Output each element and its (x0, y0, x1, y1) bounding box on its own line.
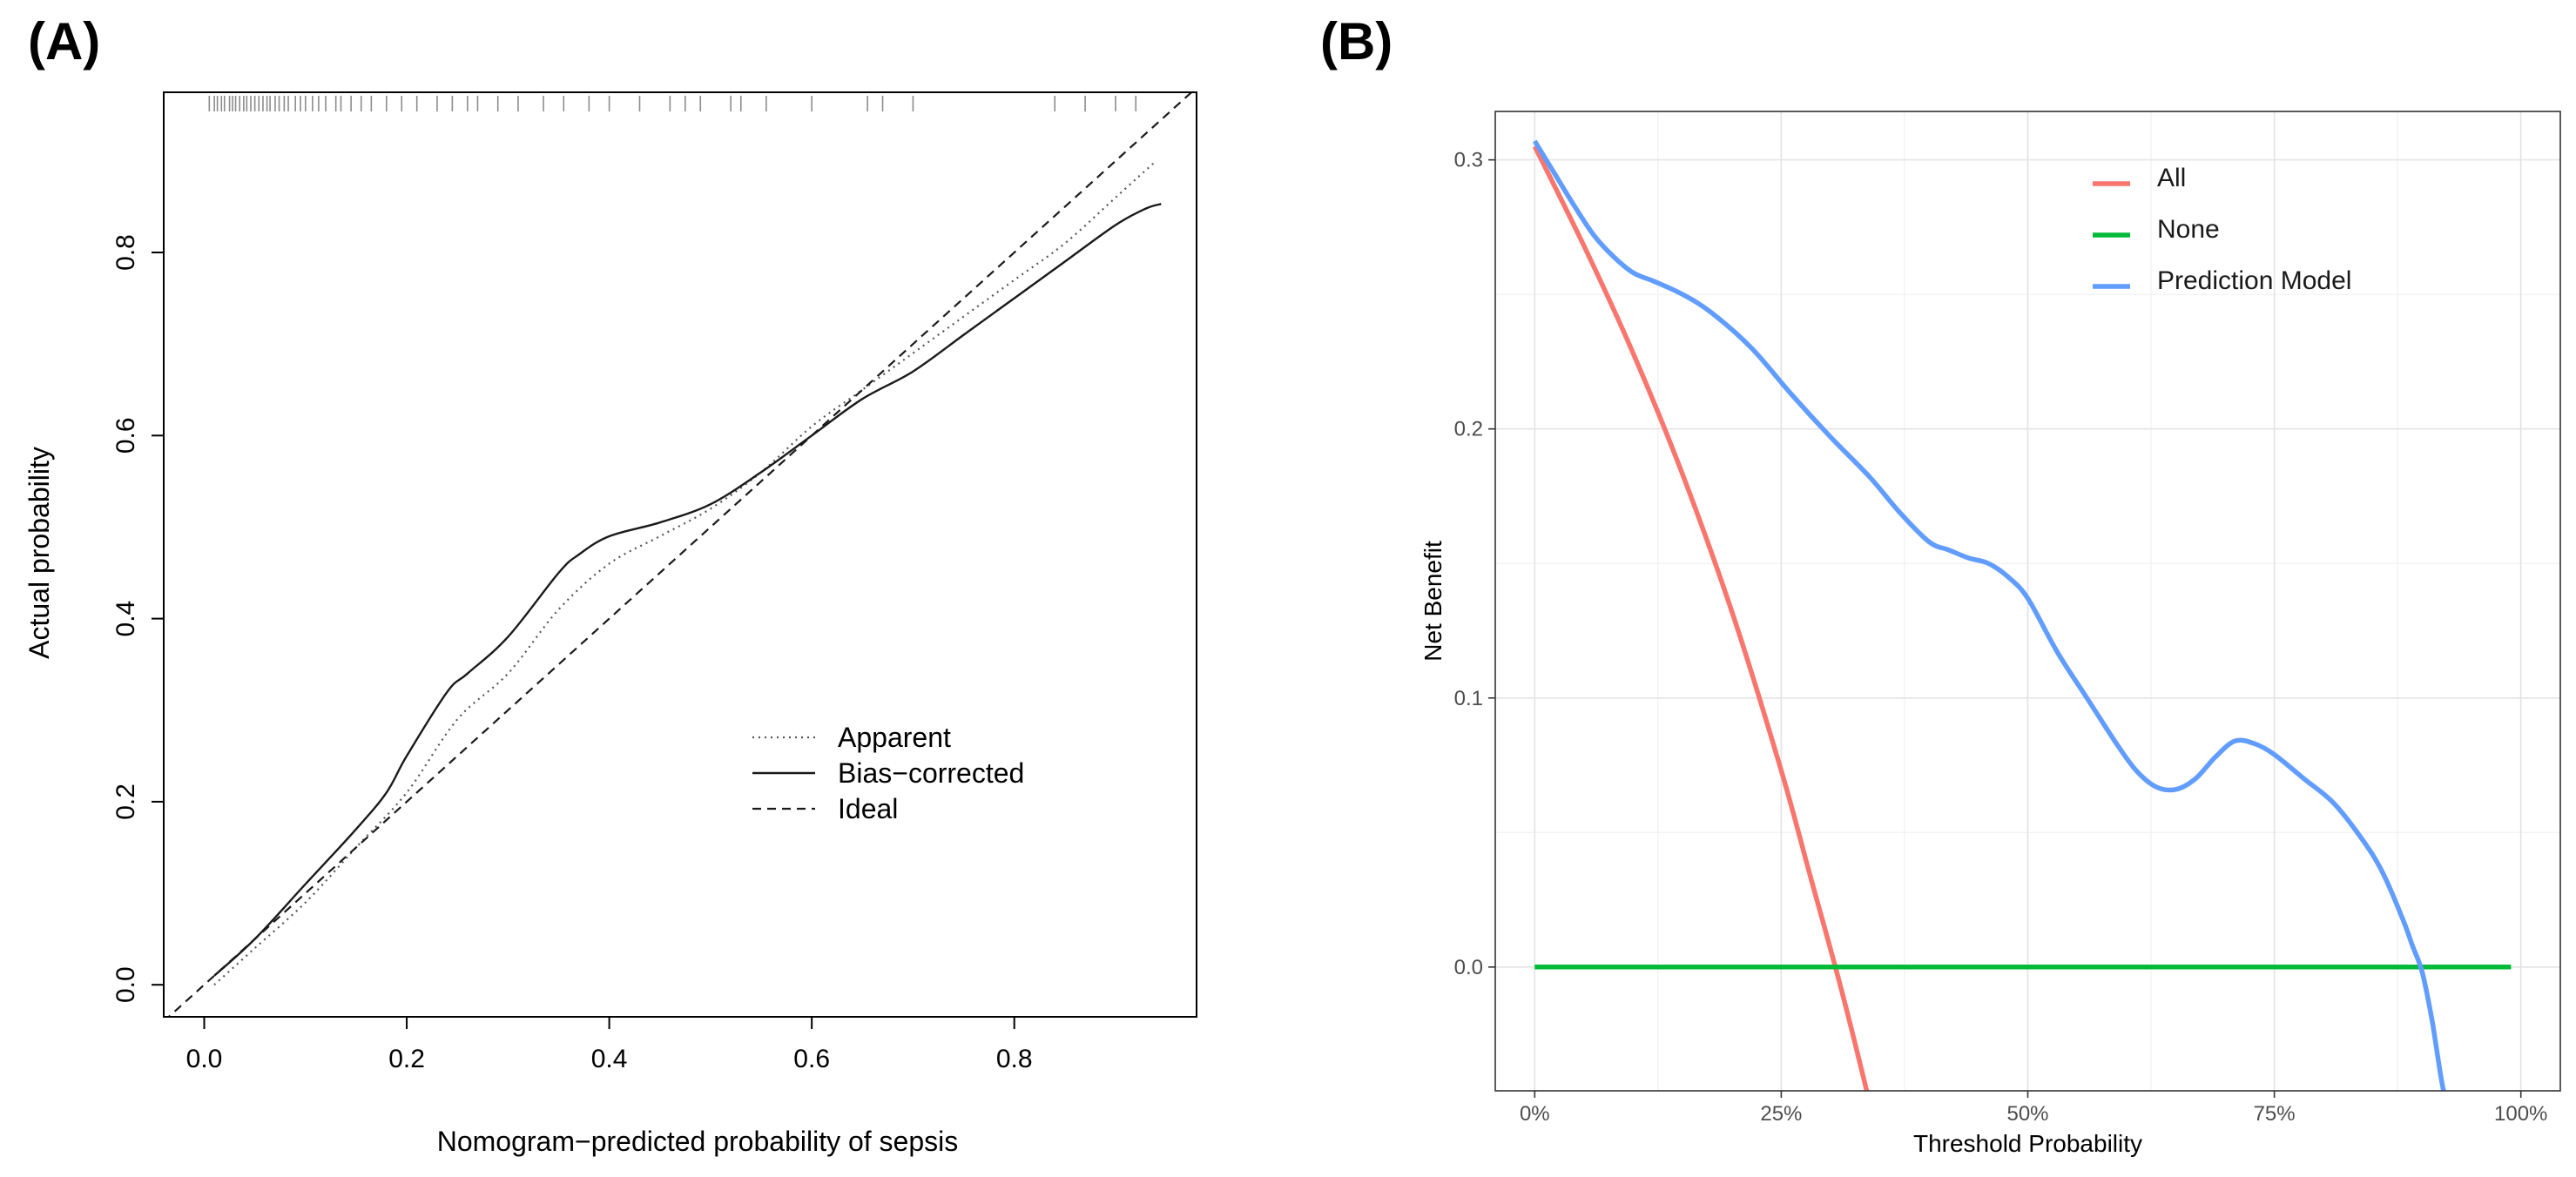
y-tick-label: 0.0 (111, 966, 140, 1003)
x-tick-label: 75% (2254, 1102, 2296, 1126)
y-tick-label: 0.6 (111, 417, 140, 454)
series-line-apparent (213, 160, 1157, 986)
x-axis-label: Nomogram−predicted probability of sepsis (437, 1126, 959, 1157)
calibration-plot: 0.0 0.2 0.4 0.6 0.8 0.0 0.2 0.4 0.6 0.8 Nomogram−p… (24, 91, 1197, 1157)
decision-curve-plot: 0% 25% 50% 75% 100% 0.0 0.1 0.2 0.3 Threshold Pro… (1419, 111, 2561, 1157)
y-tick-label: 0.0 (1454, 956, 1483, 979)
x-tick-label: 0.2 (388, 1045, 425, 1073)
x-tick-label: 50% (2006, 1102, 2048, 1126)
series-line-bias-corrected (213, 203, 1162, 977)
y-axis-label: Net Benefit (1419, 541, 1446, 662)
x-tick-label: 25% (1760, 1102, 1802, 1126)
x-tick-label: 100% (2494, 1102, 2547, 1126)
y-tick-label: 0.2 (1454, 418, 1483, 441)
y-tick-label: 0.3 (1454, 149, 1483, 172)
legend-label: Prediction Model (2157, 266, 2351, 295)
x-tick-label: 0.8 (996, 1045, 1033, 1073)
plot-a-frame (163, 91, 1197, 1018)
legend-label: Bias−corrected (838, 757, 1024, 789)
x-tick-label: 0% (1520, 1102, 1550, 1126)
y-axis-label: Actual probability (24, 447, 55, 659)
y-tick-label: 0.4 (111, 601, 140, 637)
panel-b-letter: (B) (1320, 12, 1393, 71)
series-line-all (1532, 145, 1870, 1091)
legend-label: All (2157, 164, 2186, 192)
series-line-ideal (167, 92, 1193, 1017)
panel-a-letter: (A) (28, 12, 100, 71)
legend-label: Apparent (838, 722, 951, 753)
series-line-prediction-model (1532, 139, 2446, 1091)
y-tick-label: 0.8 (111, 234, 140, 271)
legend-label: Ideal (838, 793, 898, 824)
y-tick-label: 0.2 (111, 784, 140, 820)
y-tick-label: 0.1 (1454, 687, 1483, 710)
x-tick-label: 0.4 (591, 1045, 628, 1073)
legend-label: None (2157, 215, 2220, 244)
x-tick-label: 0.6 (793, 1045, 830, 1073)
x-tick-label: 0.0 (186, 1045, 223, 1073)
x-axis-label: Threshold Probability (1913, 1130, 2142, 1157)
